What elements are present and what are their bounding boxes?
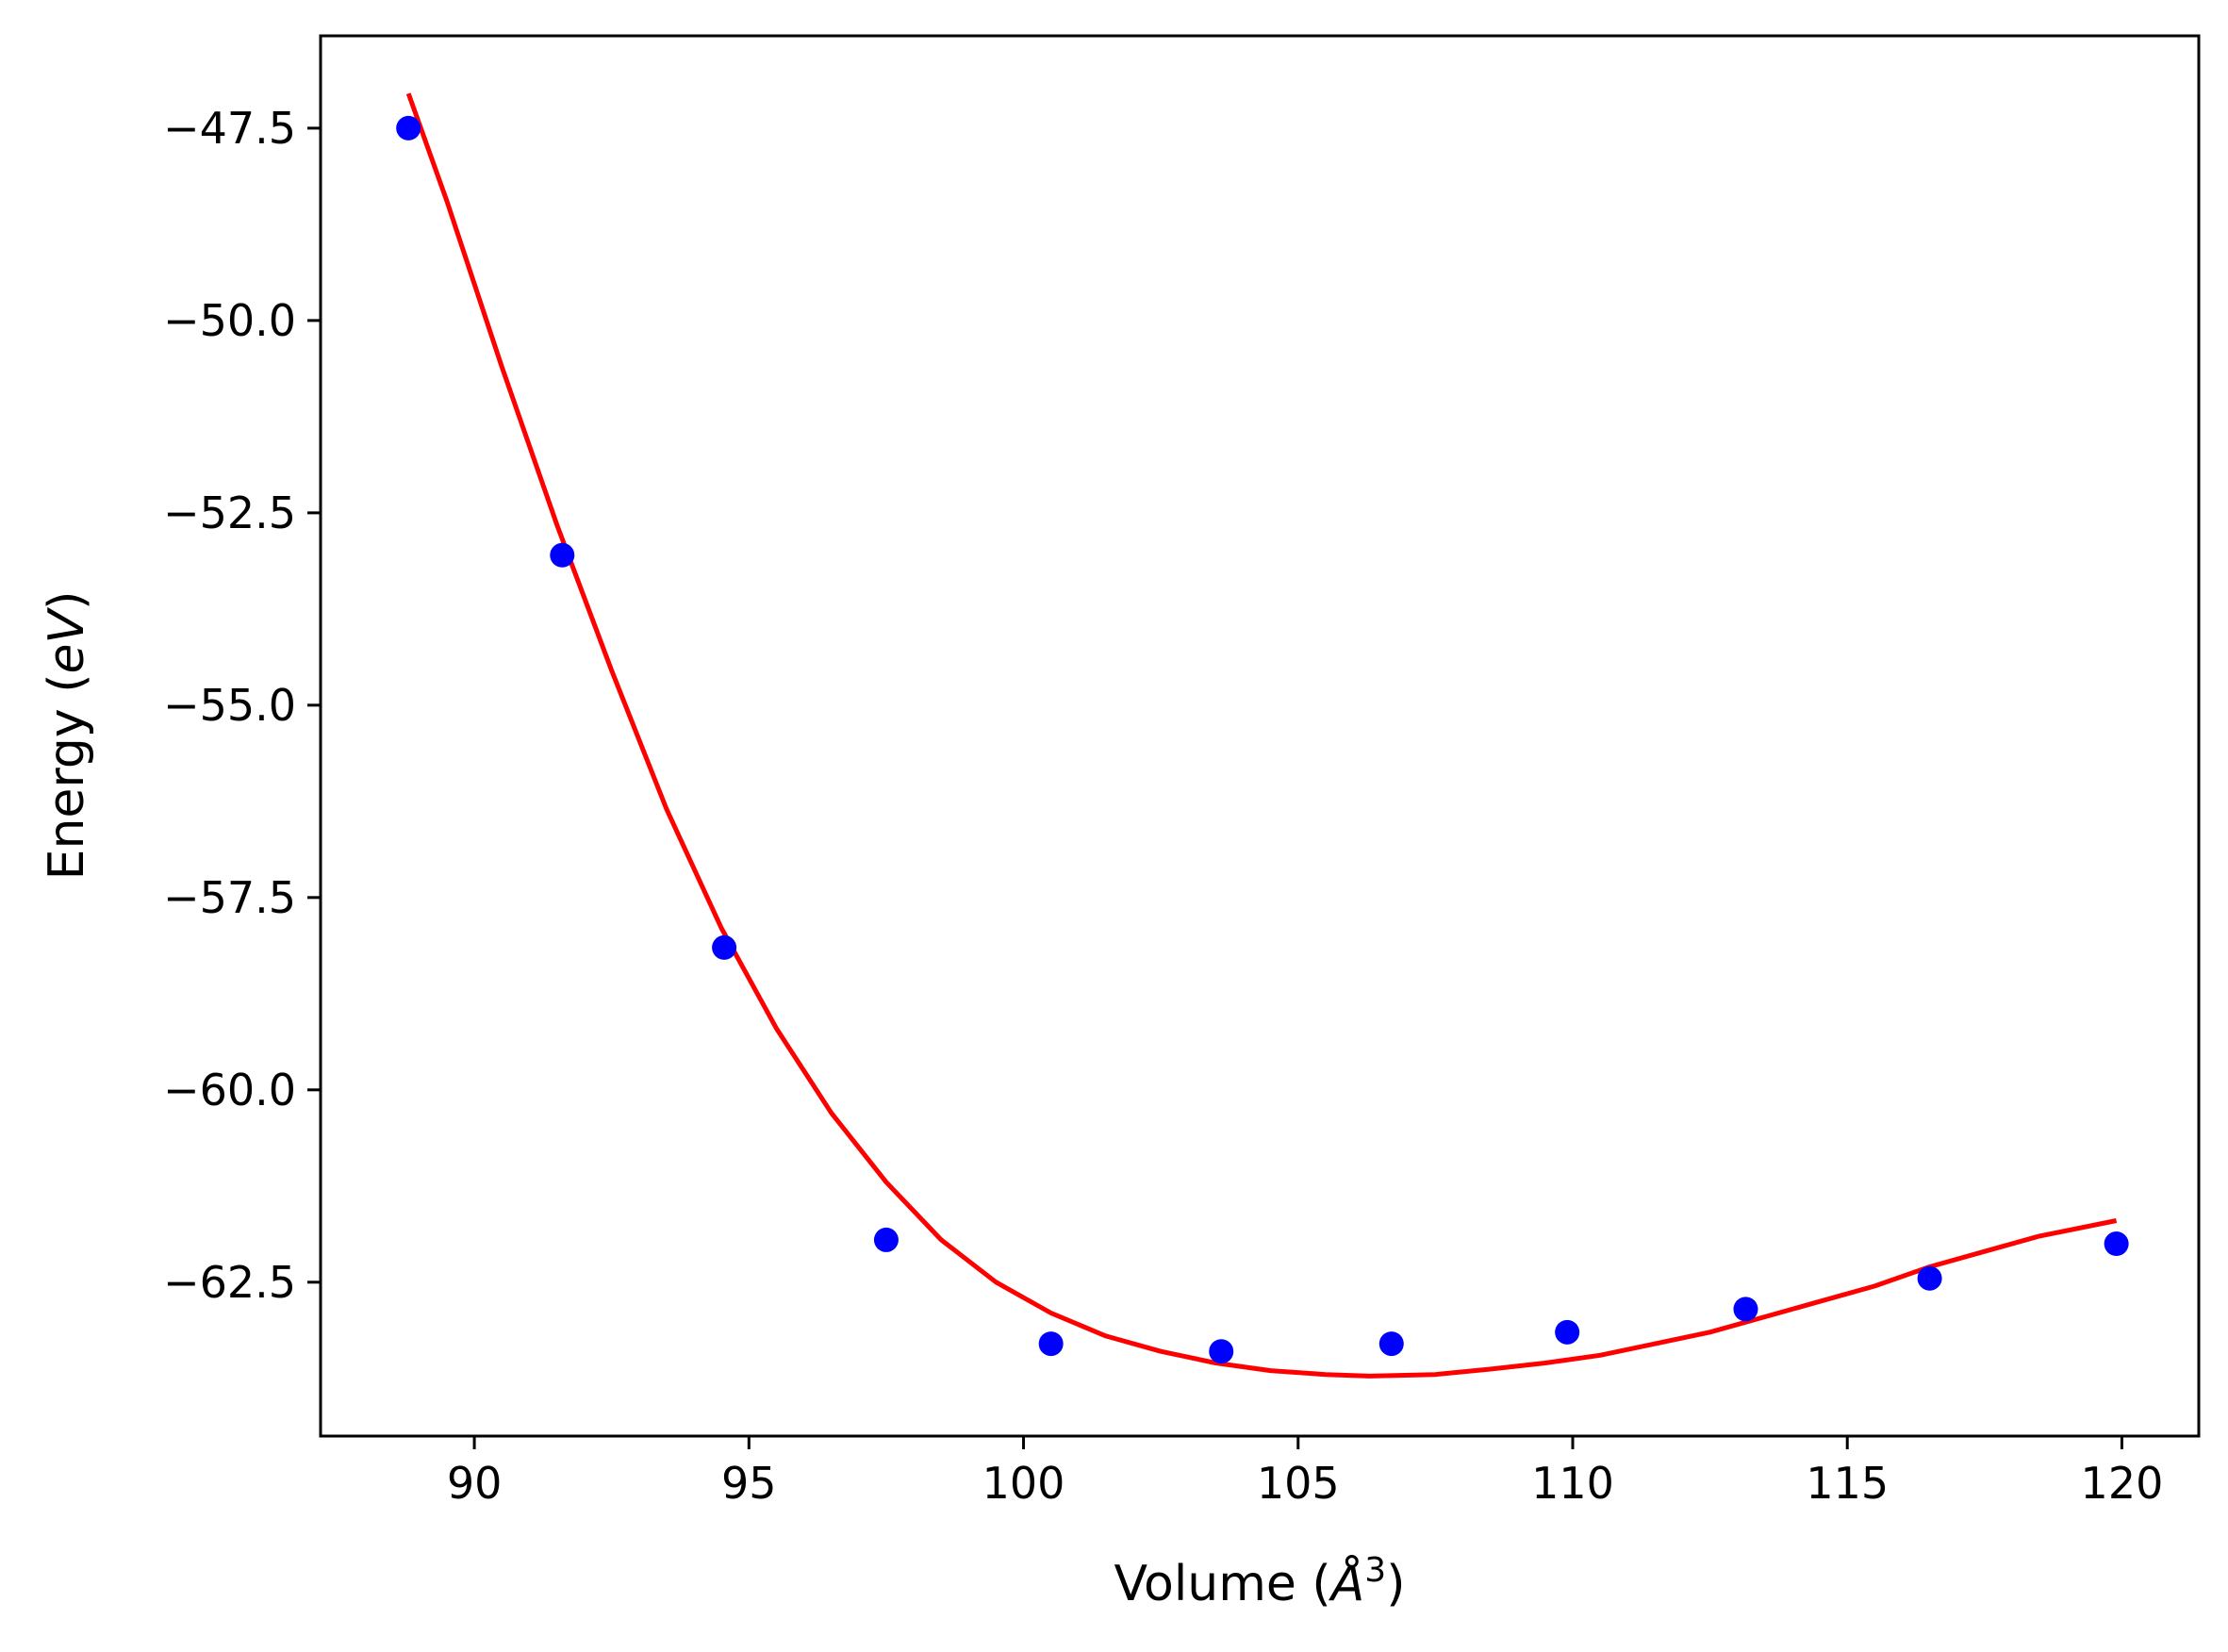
x-tick-label: 115 — [1806, 1458, 1889, 1509]
y-tick-label: −57.5 — [163, 872, 296, 923]
y-tick-label: −62.5 — [163, 1257, 296, 1308]
data-point — [550, 542, 575, 568]
plot-area-frame — [319, 34, 2201, 1438]
x-axis-label: Volume (Å3) — [1114, 1551, 1406, 1613]
y-axis-label: Energy (eV) — [39, 591, 95, 881]
data-point — [873, 1227, 899, 1252]
fit-curve — [405, 92, 2118, 1379]
data-point — [1209, 1339, 1234, 1364]
y-tick-label: −47.5 — [163, 103, 296, 154]
data-point — [712, 934, 737, 960]
data-point — [1555, 1319, 1580, 1345]
y-tick-label: −60.0 — [163, 1065, 296, 1115]
x-tick-label: 110 — [1531, 1458, 1614, 1509]
y-tick-label: −50.0 — [163, 295, 296, 346]
x-tick-label: 120 — [2081, 1458, 2164, 1509]
y-tick-label: −55.0 — [163, 680, 296, 731]
data-point — [1917, 1265, 1942, 1291]
data-layer — [396, 92, 2129, 1379]
data-point — [1038, 1331, 1064, 1357]
data-point — [1378, 1331, 1404, 1357]
data-point — [1733, 1297, 1758, 1322]
y-tick-label: −52.5 — [163, 487, 296, 538]
tick-layer: 90 95 100 105 110 115 120 −47.5 −50.0 −52.5 −55.0 −… — [163, 103, 2163, 1509]
x-tick-label: 95 — [721, 1458, 777, 1509]
data-point — [2104, 1231, 2129, 1257]
x-tick-label: 100 — [982, 1458, 1065, 1509]
x-tick-label: 105 — [1257, 1458, 1340, 1509]
data-point — [396, 115, 421, 140]
x-tick-label: 90 — [447, 1458, 503, 1509]
